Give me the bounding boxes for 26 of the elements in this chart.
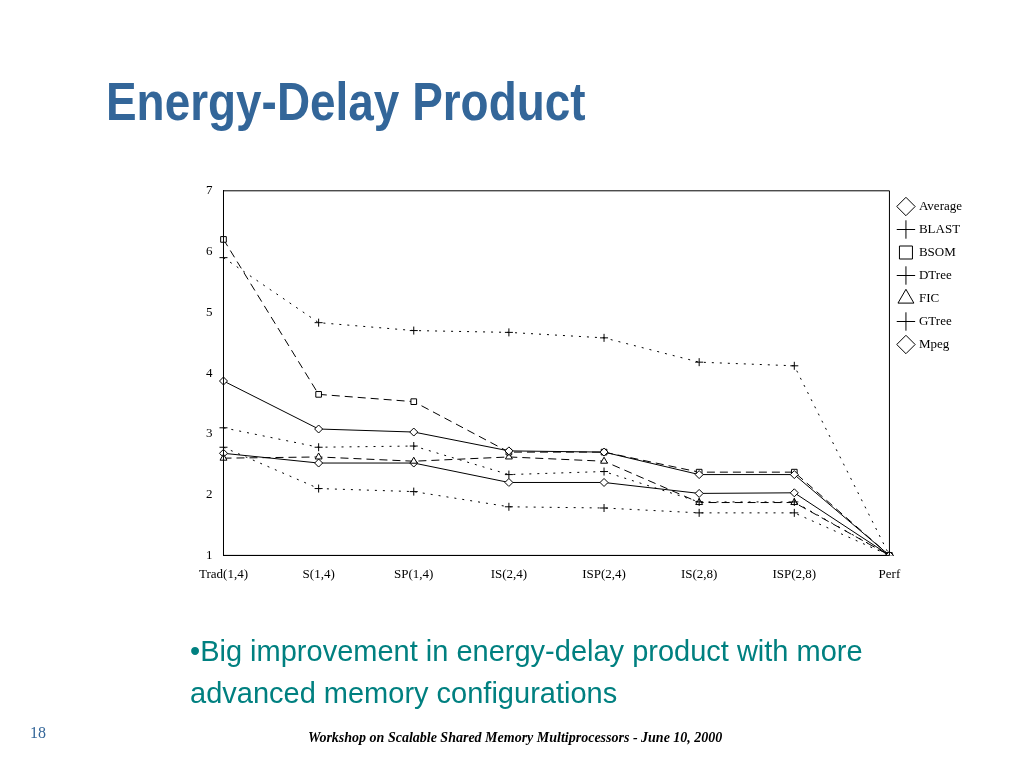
legend-label: BLAST <box>918 220 961 236</box>
legend-label: BSOM <box>918 243 957 259</box>
y-tick-label: 6 <box>206 242 213 258</box>
y-tick-label: 4 <box>206 364 213 380</box>
x-tick-label: S(1,4) <box>302 565 335 581</box>
x-tick-label: IS(2,4) <box>490 565 528 581</box>
legend-label: GTree <box>918 312 952 328</box>
x-tick-label: SP(1,4) <box>394 565 434 581</box>
text: 18 <box>30 724 46 742</box>
x-tick-label: IS(2,8) <box>680 565 718 581</box>
x-tick-label: ISP(2,4) <box>582 565 626 581</box>
y-tick-label: 5 <box>206 303 213 319</box>
legend-label: Mpeg <box>918 335 950 351</box>
x-tick-label: Trad(1,4) <box>199 565 248 581</box>
text: Workshop on Scalable Shared Memory Multiprocessors - June 10, 2000 <box>308 730 723 746</box>
y-tick-label: 2 <box>206 486 213 502</box>
legend-label: DTree <box>918 266 952 282</box>
chart-title: Energy-Delay Product <box>106 70 586 132</box>
legend-label: FIC <box>918 289 940 305</box>
x-tick-label: ISP(2,8) <box>772 565 817 581</box>
legend-label: Average <box>918 197 963 213</box>
y-tick-label: 7 <box>206 182 213 198</box>
y-tick-label: 1 <box>206 546 213 562</box>
x-tick-label: Perf <box>878 565 901 581</box>
text: •Big improvement in energy-delay product with more advanced memory configurations <box>190 634 864 711</box>
y-tick-label: 3 <box>206 425 213 441</box>
